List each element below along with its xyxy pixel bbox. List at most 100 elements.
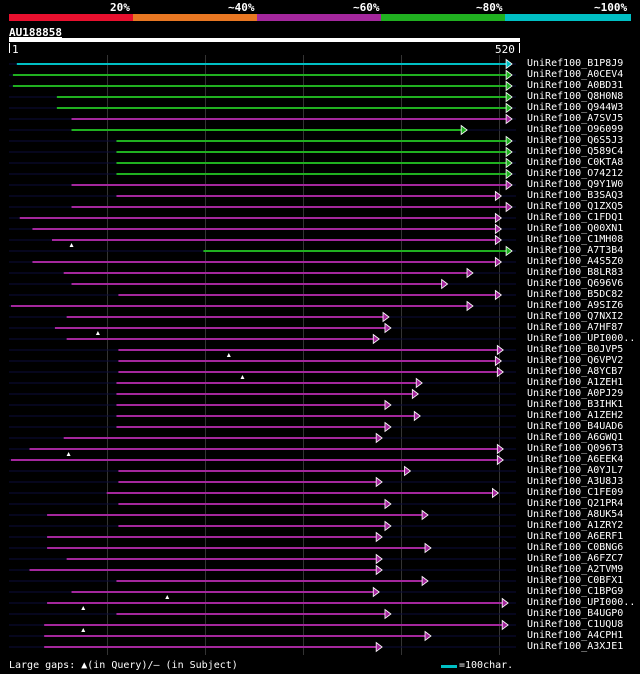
hit-row[interactable] [9, 520, 516, 532]
hit-label[interactable]: UniRef100_Q00XN1 [527, 223, 624, 234]
hit-row[interactable] [9, 432, 516, 444]
hit-label[interactable]: UniRef100_A0CEV4 [527, 69, 624, 80]
hit-label[interactable]: UniRef100_A2TVM9 [527, 564, 624, 575]
hit-label[interactable]: UniRef100_Q6VPV2 [527, 355, 624, 366]
hit-row[interactable] [9, 212, 516, 224]
hit-label[interactable]: UniRef100_A9SIZ6 [527, 300, 624, 311]
hit-label[interactable]: UniRef100_A7HF87 [527, 322, 624, 333]
hit-row[interactable] [9, 586, 516, 600]
hit-label[interactable]: UniRef100_B8LR83 [527, 267, 624, 278]
hit-row[interactable] [9, 399, 516, 411]
hit-row[interactable] [9, 355, 516, 367]
hit-label[interactable]: UniRef100_B4UGP0 [527, 608, 624, 619]
hit-label[interactable]: UniRef100_Q6S5J3 [527, 135, 624, 146]
hit-row[interactable] [9, 146, 516, 158]
hit-label[interactable]: UniRef100_B5DC82 [527, 289, 624, 300]
hit-label[interactable]: UniRef100_Q944W3 [527, 102, 624, 113]
hit-label[interactable]: UniRef100_Q1ZXQ5 [527, 201, 624, 212]
hit-row[interactable] [9, 366, 516, 380]
hit-row[interactable] [9, 542, 516, 554]
hit-row[interactable] [9, 223, 516, 235]
hit-row[interactable] [9, 564, 516, 576]
hit-row[interactable] [9, 58, 516, 70]
hit-row[interactable] [9, 168, 516, 180]
hit-label[interactable]: UniRef100_A0PJ29 [527, 388, 624, 399]
hit-row[interactable] [9, 487, 516, 499]
hit-row[interactable] [9, 157, 516, 169]
hit-label[interactable]: UniRef100_A6GWQ1 [527, 432, 624, 443]
hit-label[interactable]: UniRef100_A8UK54 [527, 509, 624, 520]
hit-row[interactable] [9, 201, 516, 213]
hit-row[interactable] [9, 113, 516, 125]
hit-row[interactable] [9, 311, 516, 323]
hit-row[interactable] [9, 608, 516, 620]
hit-label[interactable]: UniRef100_Q7NXI2 [527, 311, 624, 322]
hit-row[interactable] [9, 531, 516, 543]
query-title[interactable]: AU188858 [9, 26, 62, 39]
hit-label[interactable]: UniRef100_C1MH08 [527, 234, 624, 245]
hit-label[interactable]: UniRef100_A6FZC7 [527, 553, 624, 564]
hit-row[interactable] [9, 256, 516, 268]
hit-label[interactable]: UniRef100_C0KTA8 [527, 157, 624, 168]
hit-label[interactable]: UniRef100_C1UQU8 [527, 619, 624, 630]
hit-label[interactable]: UniRef100_Q21PR4 [527, 498, 624, 509]
hit-label[interactable]: UniRef100_C1FE09 [527, 487, 624, 498]
hit-label[interactable]: UniRef100_C0BNG6 [527, 542, 624, 553]
hit-row[interactable] [9, 498, 516, 510]
hit-row[interactable] [9, 179, 516, 191]
hit-label[interactable]: UniRef100_A7T3B4 [527, 245, 624, 256]
hit-label[interactable]: UniRef100_A6ERF1 [527, 531, 624, 542]
hit-row[interactable] [9, 135, 516, 147]
hit-label[interactable]: UniRef100_A1ZEH1 [527, 377, 624, 388]
hit-label[interactable]: UniRef100_A4CPH1 [527, 630, 624, 641]
hit-label[interactable]: UniRef100_A6EEK4 [527, 454, 624, 465]
hit-label[interactable]: UniRef100_C1FDQ1 [527, 212, 624, 223]
hit-label[interactable]: UniRef100_O96099 [527, 124, 624, 135]
hit-label[interactable]: UniRef100_B3SAQ3 [527, 190, 624, 201]
hit-row[interactable] [9, 421, 516, 433]
hit-row[interactable] [9, 289, 516, 301]
hit-row[interactable] [9, 454, 516, 466]
hit-row[interactable] [9, 91, 516, 103]
hit-label[interactable]: UniRef100_A3U8J3 [527, 476, 624, 487]
hit-row[interactable] [9, 322, 516, 336]
hit-row[interactable] [9, 476, 516, 488]
hit-label[interactable]: UniRef100_B1P8J9 [527, 58, 624, 69]
hit-label[interactable]: UniRef100_Q9Y1W0 [527, 179, 624, 190]
hit-row[interactable] [9, 641, 516, 653]
hit-row[interactable] [9, 300, 516, 312]
hit-label[interactable]: UniRef100_B4UAD6 [527, 421, 624, 432]
hit-label[interactable]: UniRef100_O74212 [527, 168, 624, 179]
hit-label[interactable]: UniRef100_Q696V6 [527, 278, 624, 289]
hit-row[interactable] [9, 267, 516, 279]
hit-label[interactable]: UniRef100_Q096T3 [527, 443, 624, 454]
hit-label[interactable]: UniRef100_C1BPG9 [527, 586, 624, 597]
hit-row[interactable] [9, 344, 516, 358]
hit-label[interactable]: UniRef100_B0JVP5 [527, 344, 624, 355]
hit-row[interactable] [9, 443, 516, 457]
hit-row[interactable] [9, 234, 516, 248]
hit-label[interactable]: UniRef100_A8YCB7 [527, 366, 624, 377]
hit-row[interactable] [9, 630, 516, 642]
hit-row[interactable] [9, 410, 516, 422]
hit-row[interactable] [9, 388, 516, 400]
hit-row[interactable] [9, 80, 516, 92]
hit-label[interactable]: UniRef100_Q8H0N8 [527, 91, 624, 102]
hit-row[interactable] [9, 190, 516, 202]
hit-label[interactable]: UniRef100_A0YJL7 [527, 465, 624, 476]
hit-label[interactable]: UniRef100_A7SVJ5 [527, 113, 624, 124]
hit-label[interactable]: UniRef100_UPI000.. [527, 597, 636, 608]
hit-row[interactable] [9, 619, 516, 633]
hit-row[interactable] [9, 597, 516, 611]
hit-label[interactable]: UniRef100_A1ZRY2 [527, 520, 624, 531]
hit-row[interactable] [9, 124, 516, 136]
hit-row[interactable] [9, 69, 516, 81]
hit-row[interactable] [9, 245, 516, 257]
hit-row[interactable] [9, 509, 516, 521]
hit-label[interactable]: UniRef100_B3IHK1 [527, 399, 624, 410]
hit-label[interactable]: UniRef100_A3XJE1 [527, 641, 624, 652]
hit-row[interactable] [9, 465, 516, 477]
hit-label[interactable]: UniRef100_A0BD31 [527, 80, 624, 91]
hit-row[interactable] [9, 553, 516, 565]
hit-label[interactable]: UniRef100_C0BFX1 [527, 575, 624, 586]
